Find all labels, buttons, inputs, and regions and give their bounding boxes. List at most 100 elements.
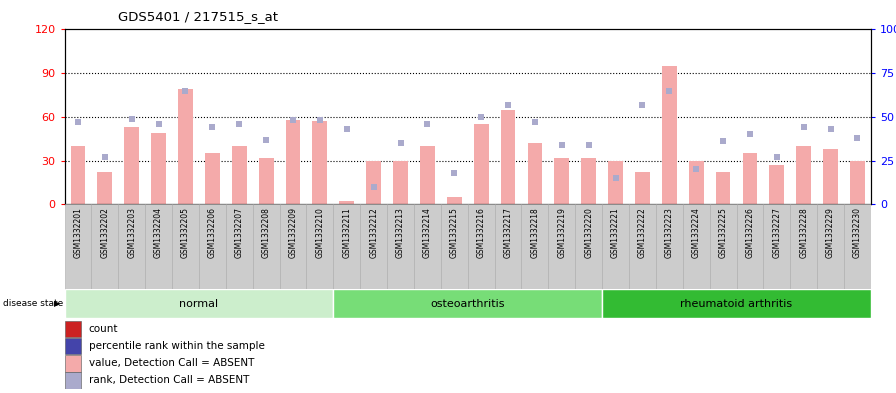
Text: GSM1332223: GSM1332223 <box>665 207 674 258</box>
Bar <box>817 204 844 289</box>
Text: GSM1332202: GSM1332202 <box>100 207 109 258</box>
Text: GSM1332206: GSM1332206 <box>208 207 217 258</box>
Bar <box>710 204 737 289</box>
Bar <box>501 110 515 204</box>
Point <box>635 101 650 108</box>
Point <box>555 142 569 148</box>
Text: GSM1332203: GSM1332203 <box>127 207 136 258</box>
Bar <box>125 127 139 204</box>
Bar <box>414 204 441 289</box>
Bar <box>844 204 871 289</box>
Bar <box>65 355 81 371</box>
Point <box>71 119 85 125</box>
Point <box>313 117 327 123</box>
Point <box>205 124 220 130</box>
Bar <box>420 146 435 204</box>
Text: GSM1332209: GSM1332209 <box>289 207 297 258</box>
Bar <box>608 161 623 204</box>
Bar <box>65 372 81 389</box>
Bar <box>199 204 226 289</box>
Bar <box>468 204 495 289</box>
Text: GSM1332225: GSM1332225 <box>719 207 728 258</box>
Text: count: count <box>89 324 118 334</box>
Text: GSM1332216: GSM1332216 <box>477 207 486 258</box>
Text: GSM1332213: GSM1332213 <box>396 207 405 258</box>
Point <box>232 121 246 127</box>
Bar <box>71 146 85 204</box>
Text: GDS5401 / 217515_s_at: GDS5401 / 217515_s_at <box>118 10 279 23</box>
Bar <box>280 204 306 289</box>
Bar <box>689 161 703 204</box>
Point <box>743 131 757 138</box>
Text: GSM1332204: GSM1332204 <box>154 207 163 258</box>
Point <box>528 119 542 125</box>
Bar <box>602 289 871 318</box>
Point <box>125 116 139 122</box>
Text: GSM1332230: GSM1332230 <box>853 207 862 258</box>
Point <box>474 114 488 120</box>
Point <box>662 88 676 94</box>
Bar <box>602 204 629 289</box>
Point <box>850 135 865 141</box>
Text: GSM1332215: GSM1332215 <box>450 207 459 258</box>
Text: GSM1332226: GSM1332226 <box>745 207 754 258</box>
Bar <box>683 204 710 289</box>
Point <box>716 138 730 145</box>
Text: GSM1332211: GSM1332211 <box>342 207 351 258</box>
Bar <box>366 161 381 204</box>
Bar <box>98 172 112 204</box>
Bar <box>548 204 575 289</box>
Point <box>178 88 193 94</box>
Bar <box>495 204 521 289</box>
Bar <box>232 146 246 204</box>
Bar <box>823 149 838 204</box>
Bar <box>716 172 730 204</box>
Bar <box>145 204 172 289</box>
Point <box>582 142 596 148</box>
Point <box>151 121 166 127</box>
Text: rank, Detection Call = ABSENT: rank, Detection Call = ABSENT <box>89 375 249 386</box>
Bar <box>441 204 468 289</box>
Text: GSM1332219: GSM1332219 <box>557 207 566 258</box>
Bar <box>575 204 602 289</box>
Bar <box>850 161 865 204</box>
Text: GSM1332207: GSM1332207 <box>235 207 244 258</box>
Point <box>393 140 408 146</box>
Bar <box>253 204 280 289</box>
Bar <box>226 204 253 289</box>
Bar <box>797 146 811 204</box>
Text: GSM1332224: GSM1332224 <box>692 207 701 258</box>
Text: disease state: disease state <box>3 299 63 308</box>
Bar <box>737 204 763 289</box>
Bar <box>333 289 602 318</box>
Bar <box>65 338 81 354</box>
Bar <box>521 204 548 289</box>
Bar <box>151 133 166 204</box>
Bar <box>65 289 333 318</box>
Bar <box>555 158 569 204</box>
Bar <box>306 204 333 289</box>
Bar <box>91 204 118 289</box>
Bar <box>629 204 656 289</box>
Text: GSM1332212: GSM1332212 <box>369 207 378 258</box>
Bar <box>387 204 414 289</box>
Point <box>797 124 811 130</box>
Text: osteoarthritis: osteoarthritis <box>430 299 505 309</box>
Bar <box>65 321 81 337</box>
Bar <box>662 66 676 204</box>
Point <box>770 154 784 160</box>
Bar <box>528 143 542 204</box>
Text: GSM1332221: GSM1332221 <box>611 207 620 258</box>
Text: GSM1332222: GSM1332222 <box>638 207 647 258</box>
Point <box>823 126 838 132</box>
Text: value, Detection Call = ABSENT: value, Detection Call = ABSENT <box>89 358 254 368</box>
Bar <box>118 204 145 289</box>
Bar <box>178 89 193 204</box>
Bar <box>790 204 817 289</box>
Point <box>98 154 112 160</box>
Point <box>608 175 623 181</box>
Text: GSM1332208: GSM1332208 <box>262 207 271 258</box>
Text: rheumatoid arthritis: rheumatoid arthritis <box>680 299 793 309</box>
Bar <box>286 120 300 204</box>
Bar <box>656 204 683 289</box>
